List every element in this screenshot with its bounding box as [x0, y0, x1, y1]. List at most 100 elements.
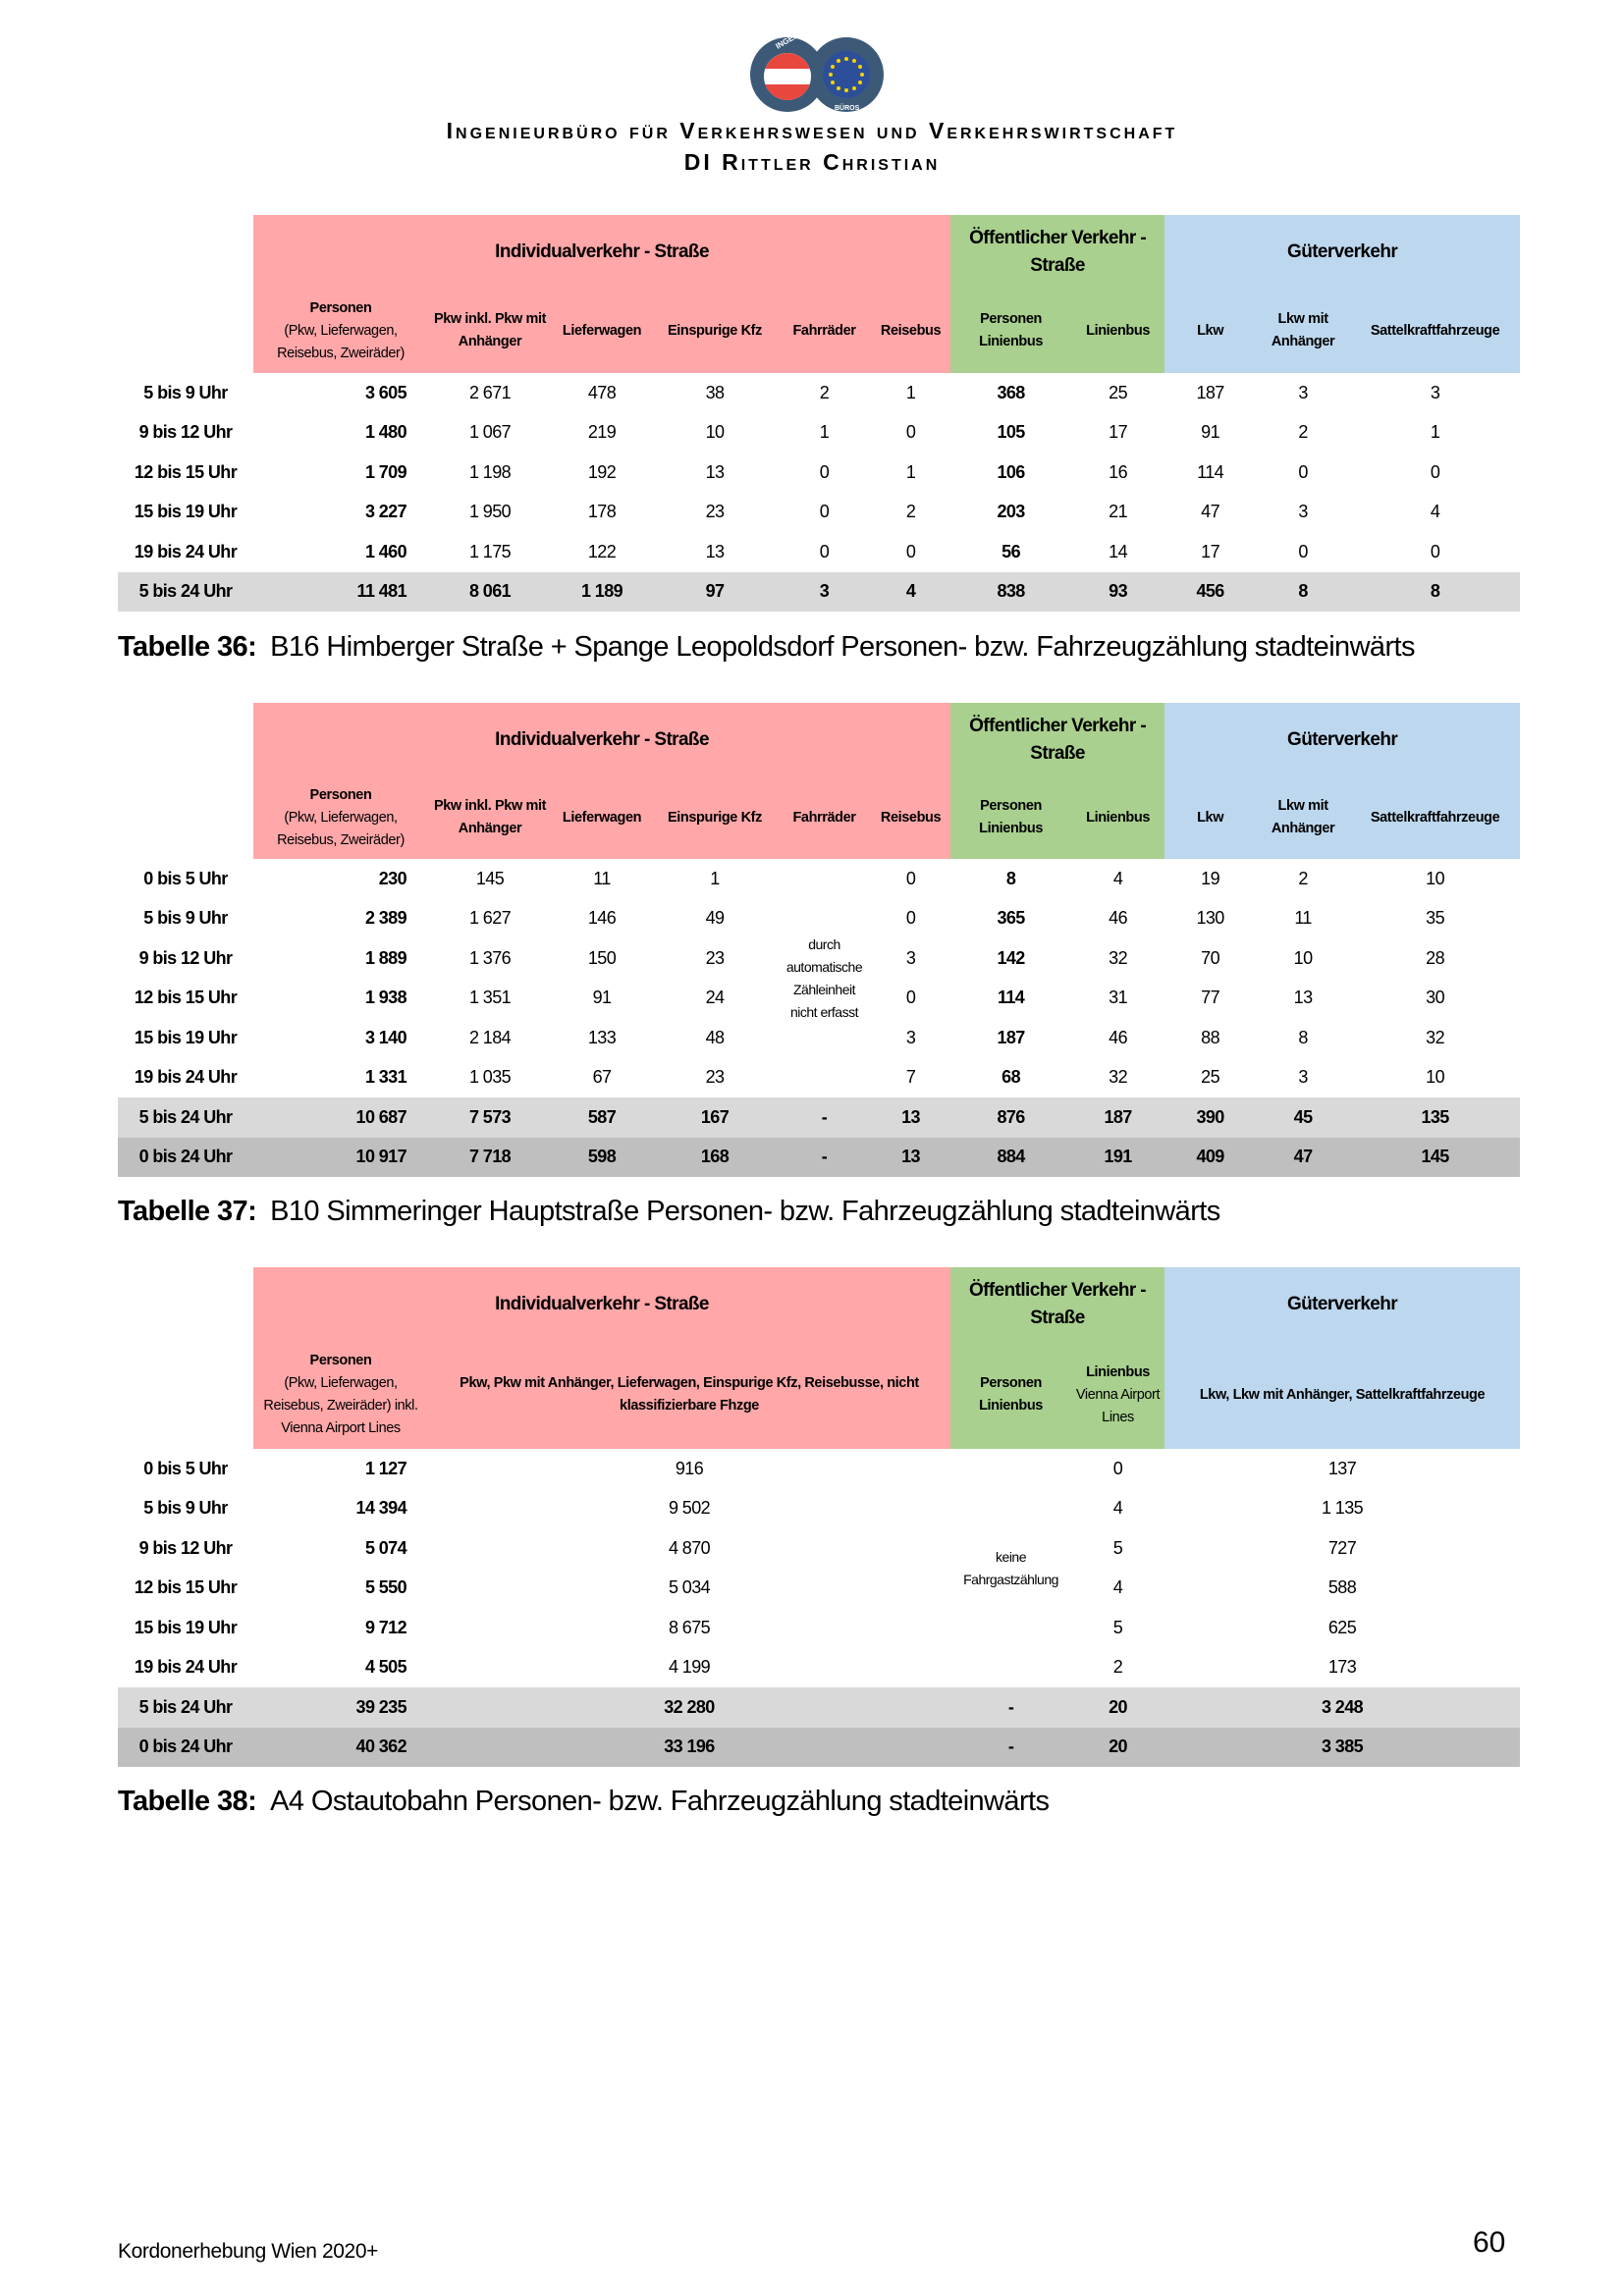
data-cell: 8 675 — [668, 1617, 711, 1637]
row-label: 15 bis 19 Uhr — [134, 502, 238, 522]
column-header: Personen Linienbus — [950, 776, 1072, 859]
not-counted-note: durch automatische Zähleinheit nicht erf… — [785, 935, 863, 1020]
row-label-header — [118, 703, 253, 859]
data-cell: 1 — [905, 461, 916, 482]
data-cell: 0 — [819, 461, 830, 482]
column-header: Fahrräder — [778, 776, 871, 859]
data-cell: 625 — [1327, 1617, 1357, 1637]
data-cell: 21 — [1109, 502, 1127, 522]
page-number: 60 — [1473, 2226, 1506, 2259]
data-cell: 77 — [1201, 988, 1219, 1008]
row-label: 5 bis 9 Uhr — [143, 1498, 228, 1519]
data-cell: 146 — [587, 908, 617, 929]
data-cell: 203 — [997, 502, 1025, 522]
data-cell: 5 — [1112, 1537, 1123, 1558]
data-cell: 365 — [997, 908, 1025, 929]
row-label: 9 bis 12 Uhr — [138, 422, 233, 443]
data-cell: 4 — [1112, 1498, 1123, 1519]
column-header-label: Sattelkraftfahrzeuge — [1370, 322, 1500, 339]
data-cell: 191 — [1071, 1137, 1165, 1177]
table-row: 9 bis 12 Uhr 5 074 4 870 5 727 — [118, 1528, 1520, 1569]
data-cell: 2 — [819, 382, 830, 402]
column-header-label: Lkw, Lkw mit Anhänger, Sattelkraftfahrze… — [1199, 1386, 1486, 1403]
table-row: 19 bis 24 Uhr 1 331 1 035 67 23 7 68 32 25 3 10 — [118, 1058, 1520, 1098]
data-cell: 10 687 — [253, 1097, 428, 1138]
column-header: Lieferwagen — [552, 776, 652, 859]
data-cell: 3 248 — [1164, 1687, 1521, 1728]
data-cell: 13 — [705, 541, 725, 561]
data-cell: 1 198 — [468, 461, 512, 482]
data-cell: 1 127 — [364, 1458, 407, 1478]
data-cell: 19 — [1201, 868, 1219, 888]
data-cell: 1 — [905, 382, 916, 402]
data-cell: 11 — [593, 868, 611, 888]
data-cell: 7 — [905, 1067, 916, 1088]
column-header-label: Personen — [309, 1353, 372, 1368]
column-header: Sattelkraftfahrzeuge — [1350, 289, 1521, 373]
data-cell: 368 — [997, 382, 1025, 402]
organization-name: Ingenieurbüro für Verkehrswesen und Verk… — [446, 118, 1178, 143]
column-header-label: Einspurige Kfz — [668, 809, 762, 826]
column-header-sublabel: (Pkw, Lieferwagen, Reisebus, Zweiräder) … — [263, 1375, 418, 1436]
column-header-label: Lieferwagen — [562, 809, 642, 826]
data-cell: 32 — [1426, 1027, 1444, 1047]
column-header-sublabel: (Pkw, Lieferwagen, Reisebus, Zweiräder) — [277, 809, 405, 848]
column-header-label: Lkw — [1197, 322, 1224, 339]
data-cell: 5 — [1112, 1617, 1123, 1637]
row-label: 5 bis 24 Uhr — [118, 571, 253, 612]
table-row: 5 bis 9 Uhr 2 389 1 627 146 49 0 365 46 130 11 35 — [118, 899, 1520, 939]
group-header: Güterverkehr — [1164, 1267, 1521, 1341]
column-header-sublabel: (Pkw, Lieferwagen, Reisebus, Zweiräder) — [277, 322, 405, 361]
column-header: Lkw, Lkw mit Anhänger, Sattelkraftfahrze… — [1164, 1341, 1521, 1449]
column-header: Sattelkraftfahrzeuge — [1350, 776, 1521, 859]
group-header: Güterverkehr — [1164, 215, 1521, 289]
data-cell: 46 — [1109, 1027, 1127, 1047]
data-cell: 3 — [905, 1027, 916, 1047]
table-37: Individualverkehr - Straße Öffentlicher V… — [118, 703, 1521, 1177]
row-label: 15 bis 19 Uhr — [134, 1617, 238, 1637]
caption-text: B16 Himberger Straße + Spange Leopoldsdo… — [270, 631, 1415, 663]
data-cell: 135 — [1350, 1097, 1521, 1138]
data-cell: 17 — [1201, 541, 1219, 561]
table-37-caption: Tabelle 37: B10 Simmeringer Hauptstraße P… — [118, 1196, 1220, 1228]
data-cell: 2 389 — [364, 908, 407, 929]
table-36-caption: Tabelle 36: B16 Himberger Straße + Spange… — [118, 631, 1415, 664]
data-cell: 38 — [705, 382, 725, 402]
row-label-header — [118, 215, 253, 373]
data-cell: 0 — [1112, 1458, 1123, 1478]
data-cell: 192 — [587, 461, 617, 482]
data-cell: 130 — [1196, 908, 1224, 929]
data-cell: 916 — [675, 1458, 704, 1478]
data-cell: 1 135 — [1321, 1498, 1364, 1519]
data-cell: 1 889 — [364, 947, 407, 968]
data-cell: 48 — [705, 1027, 725, 1047]
row-label: 19 bis 24 Uhr — [134, 1067, 238, 1088]
data-cell: 7 718 — [428, 1137, 552, 1177]
data-cell: 3 — [1298, 382, 1308, 402]
table-row: 19 bis 24 Uhr 4 505 4 199 2 173 — [118, 1648, 1520, 1688]
column-header-label: Lkw mit Anhänger — [1271, 311, 1335, 349]
data-cell: 114 — [1197, 461, 1224, 482]
row-label: 5 bis 24 Uhr — [118, 1097, 253, 1138]
data-cell: 13 — [871, 1137, 951, 1177]
data-cell: - — [778, 1097, 871, 1138]
data-cell: 4 — [1112, 868, 1123, 888]
column-header-label: Reisebus — [880, 322, 942, 339]
table-row: 15 bis 19 Uhr 9 712 8 675 5 625 — [118, 1608, 1520, 1648]
row-label: 19 bis 24 Uhr — [134, 1657, 238, 1678]
data-cell: 47 — [1201, 502, 1219, 522]
data-cell: 1 175 — [468, 541, 512, 561]
column-header-label: Lkw — [1197, 809, 1224, 826]
data-cell: 10 — [1426, 1067, 1444, 1088]
data-cell: 11 481 — [253, 571, 428, 612]
table-row: 12 bis 15 Uhr 1 938 1 351 91 24 0 114 31 77 13 30 — [118, 979, 1520, 1019]
data-cell: 838 — [950, 571, 1072, 612]
data-cell: 105 — [997, 422, 1025, 443]
column-header: Linienbus — [1071, 289, 1165, 373]
data-cell: 1 331 — [364, 1067, 407, 1088]
data-cell: 56 — [1001, 541, 1020, 561]
data-cell: 876 — [950, 1097, 1072, 1138]
column-header-label: Linienbus — [1086, 322, 1151, 339]
data-cell: 150 — [587, 947, 617, 968]
column-header: Einspurige Kfz — [652, 289, 778, 373]
